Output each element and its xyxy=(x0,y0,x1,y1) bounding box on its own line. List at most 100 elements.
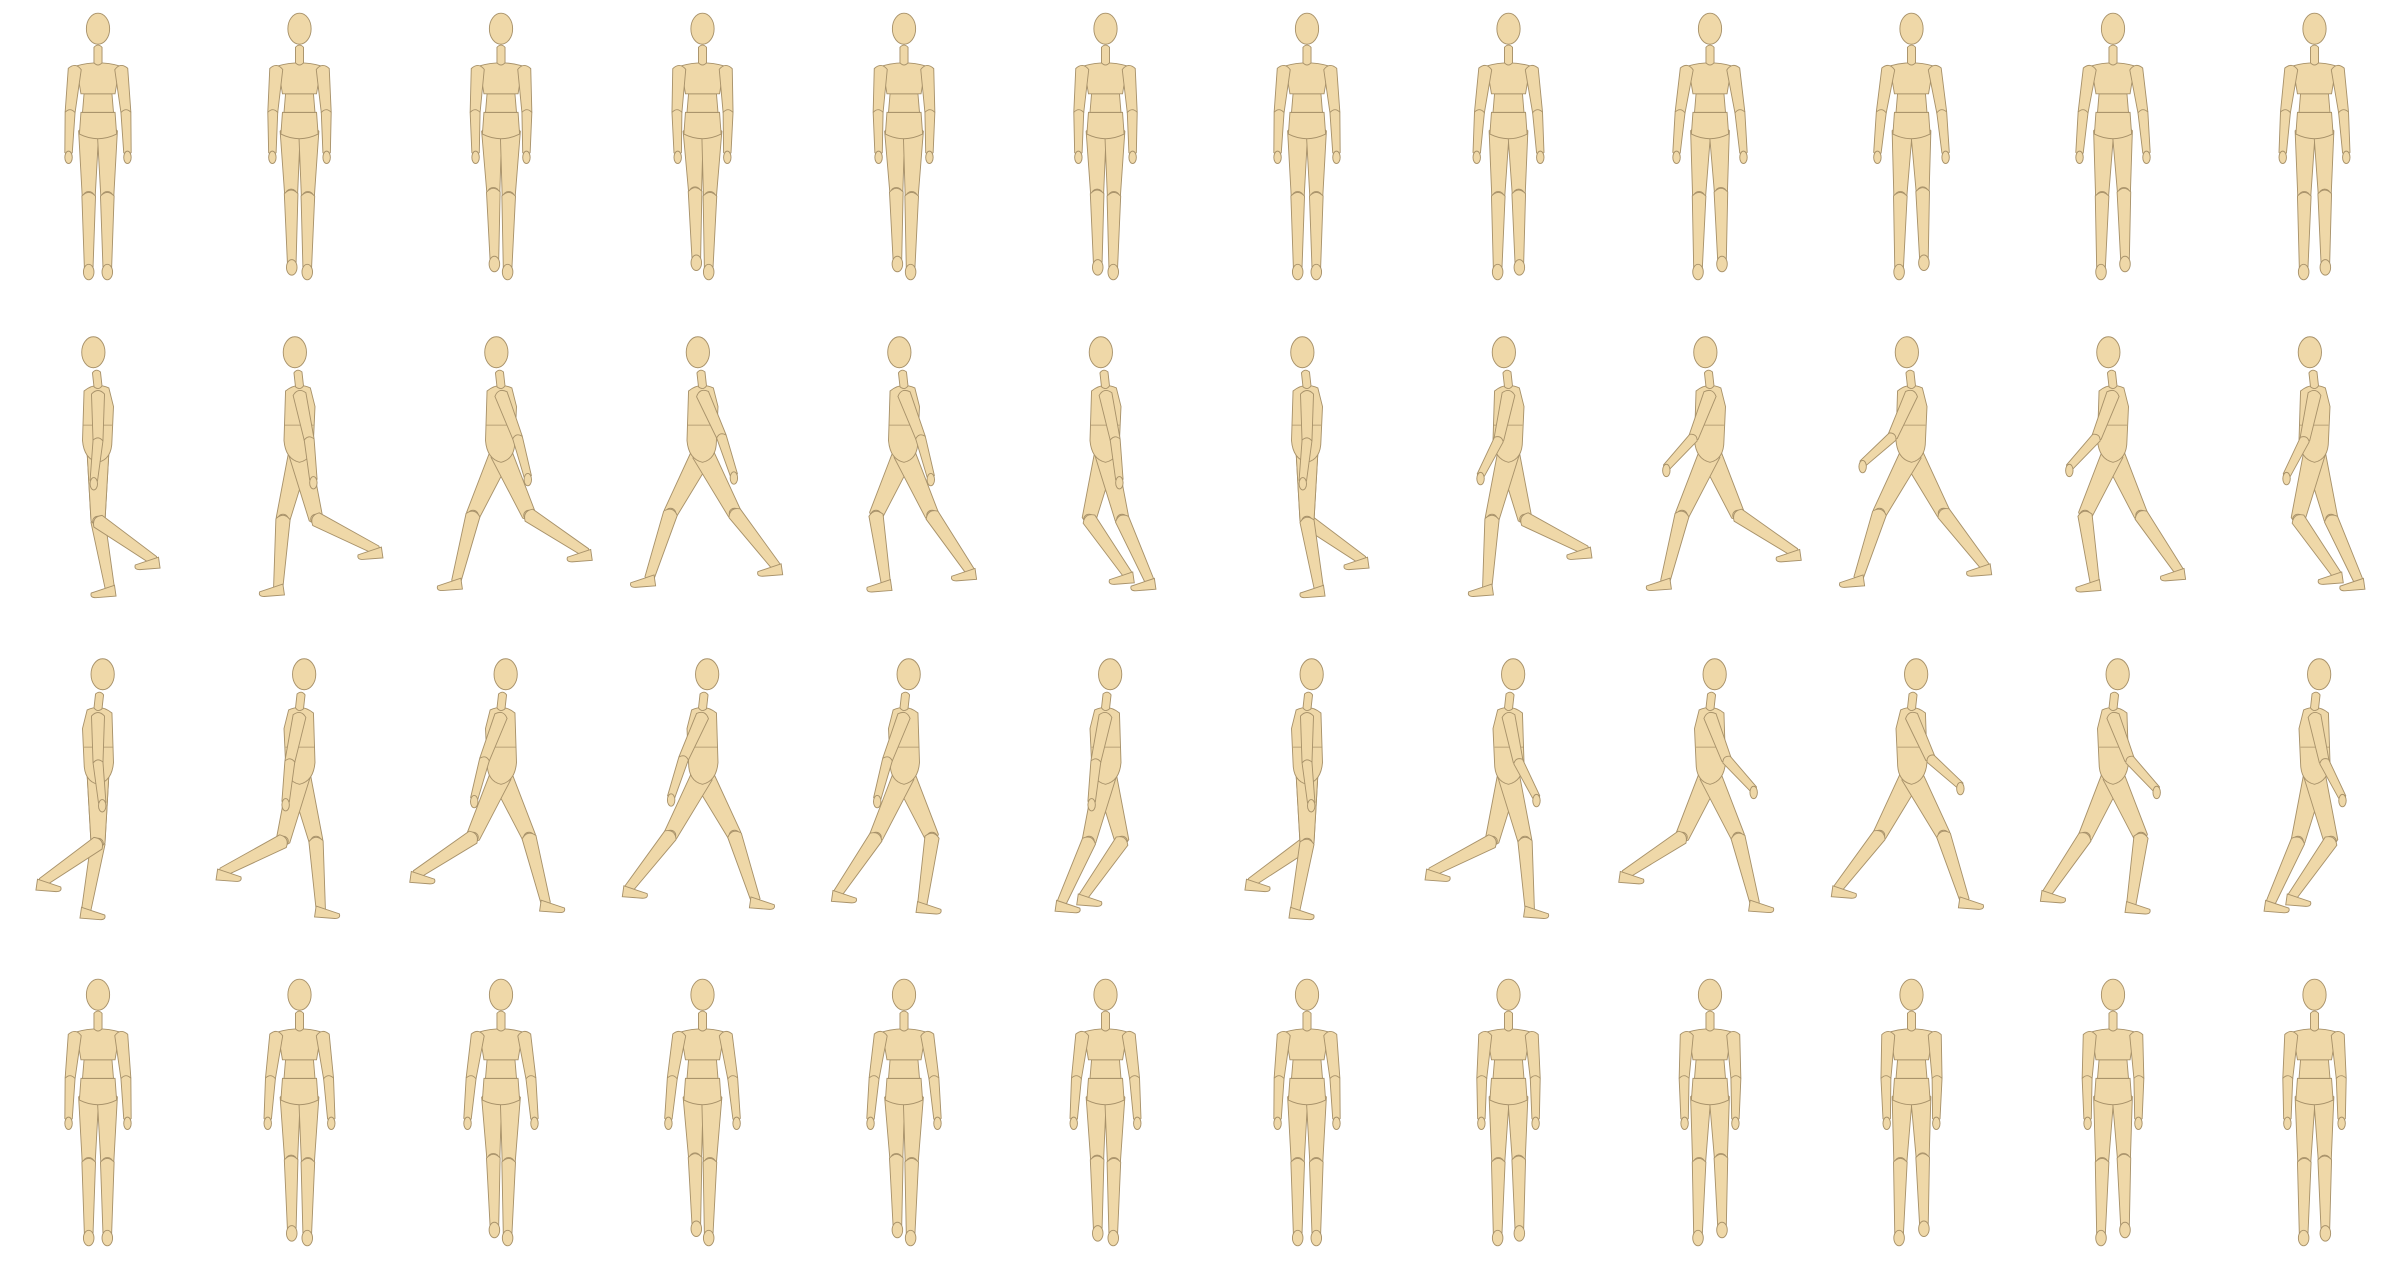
forearm xyxy=(1532,109,1545,156)
far-shin xyxy=(644,508,678,582)
head xyxy=(685,336,710,369)
hand xyxy=(2134,1116,2143,1131)
head xyxy=(695,658,720,691)
foot xyxy=(488,255,501,273)
abdomen xyxy=(2096,1059,2130,1079)
foot xyxy=(301,263,313,281)
hand xyxy=(1882,1116,1891,1131)
shin xyxy=(2094,191,2110,271)
shin xyxy=(1691,1157,1707,1237)
forearm xyxy=(267,109,279,156)
hand xyxy=(1128,150,1137,165)
foot xyxy=(1775,548,1802,563)
mirror-group xyxy=(1424,658,1550,919)
mannequin-frame-3-9 xyxy=(1618,658,1775,914)
chest xyxy=(1687,62,1733,95)
abdomen xyxy=(887,1059,921,1079)
hand xyxy=(729,471,739,485)
neck xyxy=(899,691,911,712)
near-shin xyxy=(1936,830,1970,904)
near-shin xyxy=(624,830,677,893)
mannequin-frame-4-6 xyxy=(1069,978,1142,1247)
mannequin-frame-3-11 xyxy=(2039,658,2161,915)
neck xyxy=(1302,1010,1312,1032)
foot xyxy=(2124,900,2151,915)
chest xyxy=(1083,1028,1128,1061)
neck xyxy=(698,44,707,66)
hand xyxy=(471,150,480,165)
pelvis xyxy=(1690,1077,1730,1106)
head xyxy=(2302,12,2327,45)
head xyxy=(690,12,715,45)
hand xyxy=(1739,150,1748,165)
chest xyxy=(1284,1028,1330,1061)
shin xyxy=(1106,1157,1122,1237)
abdomen xyxy=(2298,93,2331,113)
mannequin-frame-4-10 xyxy=(1880,978,1943,1247)
mannequin-frame-3-12 xyxy=(2263,658,2347,914)
row-back xyxy=(64,978,2347,1247)
chest xyxy=(1284,62,1330,95)
upper-arm xyxy=(265,1030,284,1082)
mannequin-frame-4-7 xyxy=(1273,978,1341,1247)
shin xyxy=(1089,1155,1105,1232)
hand xyxy=(1133,1116,1142,1131)
abdomen xyxy=(484,93,518,113)
foot xyxy=(1523,905,1550,919)
mannequin-frame-3-4 xyxy=(621,658,775,910)
mirror-group xyxy=(1618,658,1775,914)
hand xyxy=(1477,1116,1486,1131)
foot xyxy=(1108,571,1135,585)
near-shin xyxy=(1482,514,1500,591)
foot xyxy=(2119,255,2131,273)
neck xyxy=(295,44,304,66)
upper-arm xyxy=(671,64,687,116)
hand xyxy=(2075,150,2084,165)
hand xyxy=(1731,1116,1740,1131)
foot xyxy=(904,1229,917,1247)
upper-arm xyxy=(920,64,936,116)
hand xyxy=(666,793,676,807)
forearm xyxy=(1273,109,1285,156)
upper-arm xyxy=(91,390,105,444)
forearm xyxy=(1329,1075,1341,1122)
hand xyxy=(723,150,732,165)
hand xyxy=(2152,785,2161,800)
upper-arm xyxy=(315,64,332,116)
mannequin-frame-2-2 xyxy=(258,336,384,597)
near-shin xyxy=(1853,508,1887,582)
head xyxy=(1491,336,1516,369)
hand xyxy=(1273,150,1282,165)
abdomen xyxy=(1492,93,1525,113)
forearm xyxy=(521,109,533,156)
head xyxy=(1904,658,1929,691)
hand xyxy=(1873,150,1882,165)
upper-arm xyxy=(1300,390,1314,444)
foot xyxy=(1343,556,1370,571)
upper-arm xyxy=(114,64,132,116)
shin xyxy=(283,189,299,266)
upper-arm xyxy=(868,1030,888,1082)
hand xyxy=(1749,785,1758,800)
shin xyxy=(2317,1155,2333,1232)
foot xyxy=(1618,870,1645,885)
foot xyxy=(1566,546,1593,560)
hand xyxy=(673,150,682,165)
foot xyxy=(1076,893,1103,907)
neck xyxy=(1504,691,1515,712)
mannequin-frame-1-6 xyxy=(1073,12,1138,281)
hand xyxy=(322,150,331,165)
neck xyxy=(2308,369,2319,390)
head xyxy=(2105,658,2130,691)
foot xyxy=(702,263,715,281)
mirror-group xyxy=(35,658,115,921)
upper-arm xyxy=(1726,1030,1742,1082)
hand xyxy=(523,472,532,487)
foot xyxy=(101,1229,114,1247)
head xyxy=(1294,12,1320,45)
forearm xyxy=(1073,109,1085,156)
foot xyxy=(1716,1221,1728,1239)
head xyxy=(493,658,518,691)
abdomen xyxy=(887,93,921,113)
pelvis xyxy=(1892,111,1931,140)
